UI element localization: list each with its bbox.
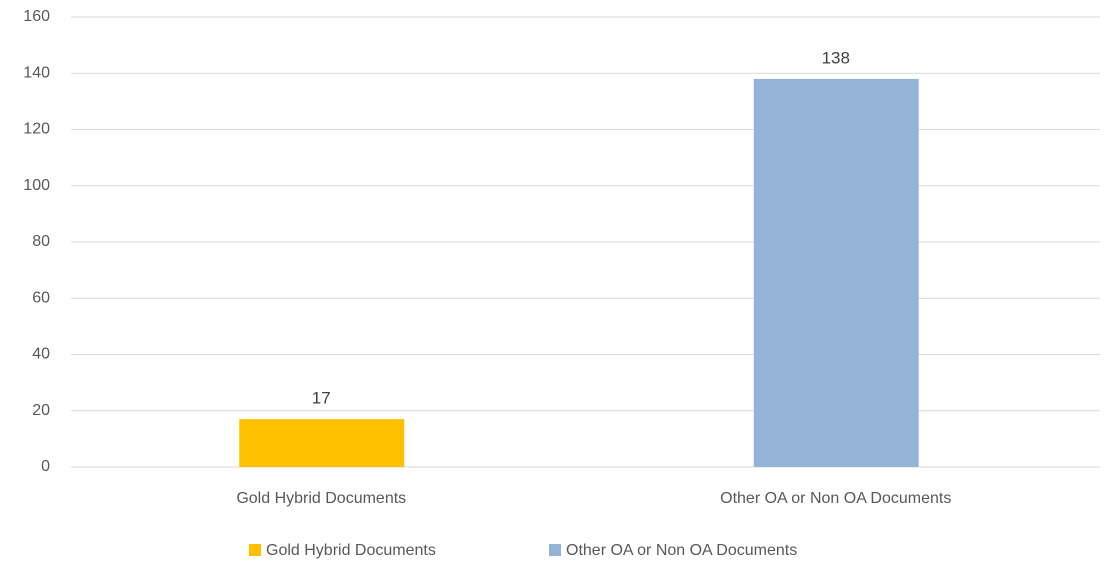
legend-swatch [249,544,261,556]
y-tick-label: 40 [32,346,50,363]
x-tick-label: Other OA or Non OA Documents [720,490,951,507]
y-tick-label: 0 [41,458,50,475]
x-tick-label: Gold Hybrid Documents [236,490,406,507]
y-tick-label: 120 [23,121,50,138]
y-tick-label: 20 [32,402,50,419]
y-tick-label: 80 [32,233,50,250]
data-label: 138 [822,48,850,67]
y-tick-label: 160 [23,8,50,25]
legend-label: Other OA or Non OA Documents [566,542,797,559]
legend-swatch [549,544,561,556]
y-tick-label: 140 [23,64,50,81]
legend-label: Gold Hybrid Documents [266,542,436,559]
data-label: 17 [312,389,331,408]
bar [239,419,405,467]
y-tick-label: 100 [23,177,50,194]
bar [753,78,919,467]
y-tick-label: 60 [32,289,50,306]
